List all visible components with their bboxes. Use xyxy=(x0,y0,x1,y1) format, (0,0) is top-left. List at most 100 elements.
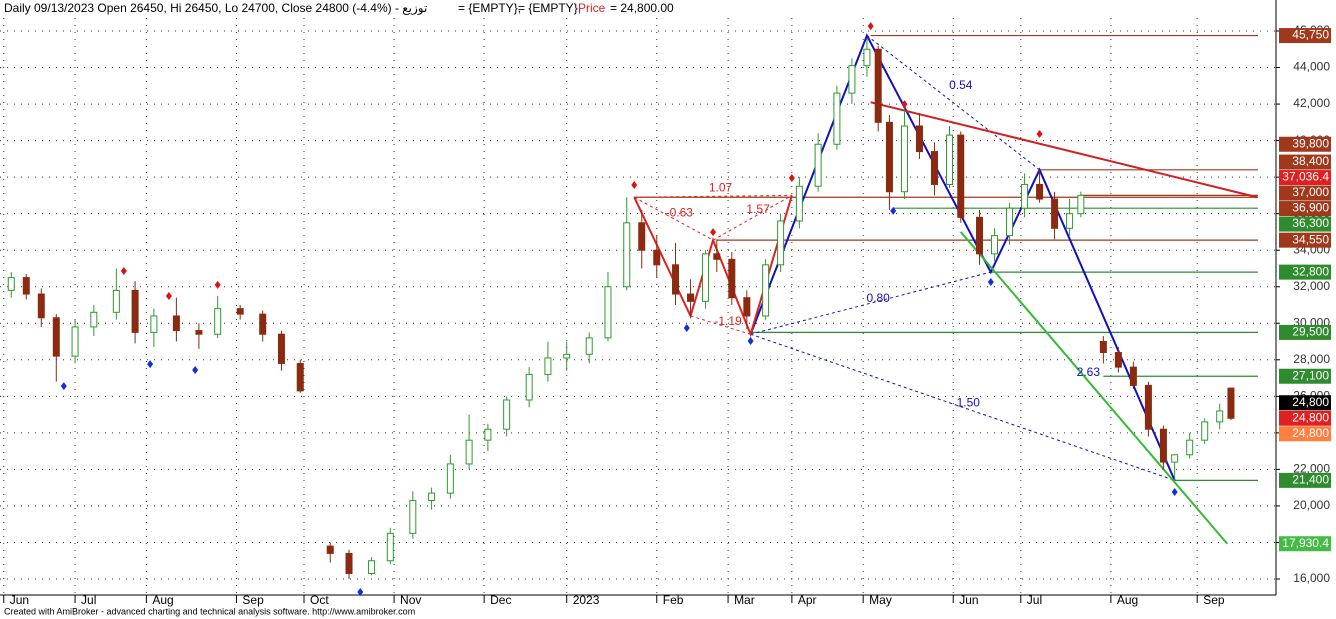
candle-body xyxy=(728,258,736,299)
y-tick-label: 42,000 xyxy=(1293,96,1330,110)
x-tick-label: Jun xyxy=(959,593,978,607)
y-tick-label: 22,000 xyxy=(1293,462,1330,476)
level-label-box xyxy=(1279,410,1331,426)
plot: 0.54 0.80 1.50 2.63 1.07 -0.63 1.57 -1.19 xyxy=(0,18,1276,596)
candle-body xyxy=(345,552,353,575)
swing-low-marker xyxy=(357,587,364,596)
candle-body xyxy=(991,235,999,255)
candle-body xyxy=(957,134,965,218)
x-tick-label: Jul xyxy=(1027,593,1042,607)
candle-body xyxy=(713,253,721,260)
swing-low-marker xyxy=(683,324,690,333)
candle-body xyxy=(900,125,908,193)
candle-body xyxy=(1171,454,1179,463)
candle-body xyxy=(236,308,244,315)
swing-high-marker xyxy=(867,22,874,31)
level-label-box xyxy=(1279,264,1331,280)
pattern-dashed-line xyxy=(634,194,792,198)
level-label-box xyxy=(1279,426,1331,442)
candle-body xyxy=(930,151,938,185)
swing-high-marker xyxy=(710,228,717,237)
candle-body xyxy=(214,308,222,335)
candle-body xyxy=(945,134,953,185)
candle-body xyxy=(1006,207,1014,237)
level-label: 29,500 xyxy=(1292,325,1329,339)
footer: Created with AmiBroker - advanced charti… xyxy=(4,606,415,616)
candle-body xyxy=(428,492,436,501)
x-tick-label: Jun xyxy=(10,593,29,607)
candle-body xyxy=(915,125,923,153)
level-label-box xyxy=(1279,154,1331,170)
x-tick-label: Sep xyxy=(1203,593,1225,607)
candle-body xyxy=(484,428,492,441)
x-tick-label: Feb xyxy=(663,593,684,607)
candle-body xyxy=(1216,410,1224,423)
level-label-box xyxy=(1279,136,1331,152)
pattern-line xyxy=(870,101,1258,199)
level-label: 37,036.4 xyxy=(1282,170,1329,184)
ratio-label: 1.57 xyxy=(746,202,770,216)
candle-body xyxy=(653,249,661,266)
x-tick-label: Oct xyxy=(310,593,329,607)
y-tick-label: 32,000 xyxy=(1293,279,1330,293)
candle-body xyxy=(37,293,45,319)
x-tick-label: Aug xyxy=(1117,593,1138,607)
x-tick-label: Mar xyxy=(734,593,755,607)
candle-body xyxy=(848,65,856,94)
x-tick-label: Sep xyxy=(242,593,264,607)
y-tick-label: 20,000 xyxy=(1293,498,1330,512)
candle-body xyxy=(131,289,139,333)
level-label: 39,800 xyxy=(1292,136,1329,150)
header-empty: = {EMPTY}, xyxy=(518,1,581,15)
x-tick-label: May xyxy=(869,593,892,607)
candle-body xyxy=(52,317,60,357)
candle-body xyxy=(1021,183,1029,209)
candle-body xyxy=(326,545,334,554)
swing-low-marker xyxy=(60,382,67,391)
level-label: 17,930.4 xyxy=(1282,536,1329,550)
ratio-label: 2.63 xyxy=(1077,365,1101,379)
header-price-name: Price xyxy=(578,1,606,15)
candle-body xyxy=(1066,213,1074,229)
y-tick-label: 28,000 xyxy=(1293,352,1330,366)
x-tick-label: Aug xyxy=(152,593,173,607)
candle-body xyxy=(1159,428,1167,463)
candle-body xyxy=(1186,439,1194,456)
candle-body xyxy=(195,330,203,335)
candle-body xyxy=(874,48,882,123)
ratio-label: 1.07 xyxy=(709,180,733,194)
header-price-value: = 24,800.00 xyxy=(610,1,674,15)
swing-high-marker xyxy=(165,292,172,301)
candle-body xyxy=(1114,351,1122,368)
level-label: 24,800 xyxy=(1292,395,1329,409)
level-label-box xyxy=(1279,395,1331,411)
candle-body xyxy=(71,326,79,357)
level-label: 32,800 xyxy=(1292,264,1329,278)
candle-body xyxy=(743,297,751,317)
candle-body xyxy=(409,499,417,534)
candle-body xyxy=(795,185,803,222)
candle-body xyxy=(563,353,571,359)
candle-body xyxy=(172,315,180,332)
candle-body xyxy=(1201,421,1209,441)
candle-body xyxy=(777,220,785,266)
x-tick-label: Apr xyxy=(798,593,817,607)
pattern-dashed-line xyxy=(750,333,1175,481)
level-label-box xyxy=(1279,472,1331,488)
candle-body xyxy=(623,222,631,288)
ratio-label: 1.50 xyxy=(957,395,981,409)
pattern-line xyxy=(959,231,1228,545)
header-symbol: توزيع - Daily 09/13/2023 Open 26450, Hi … xyxy=(4,1,427,15)
level-label: 37,000 xyxy=(1292,185,1329,199)
pattern-dashed-line xyxy=(866,35,1040,171)
level-label: 24,800 xyxy=(1292,426,1329,440)
candle-body xyxy=(7,277,15,291)
candle-body xyxy=(544,357,552,375)
level-label-box xyxy=(1279,536,1331,552)
candle-body xyxy=(702,253,710,302)
candle-body xyxy=(112,289,120,313)
candle-body xyxy=(976,216,984,255)
candle-body xyxy=(296,362,304,392)
